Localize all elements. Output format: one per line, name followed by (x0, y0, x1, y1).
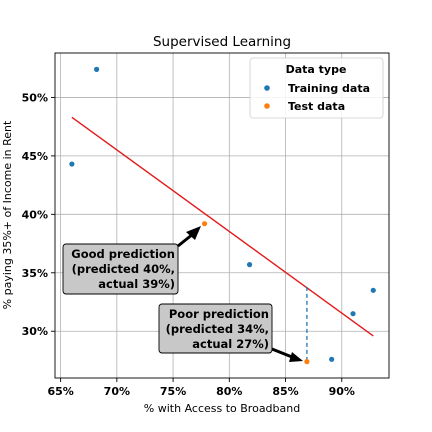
annotation-poor-arrow-shaft (271, 347, 293, 359)
legend-box (249, 57, 384, 119)
training-data-point (329, 356, 335, 362)
training-data-point (94, 66, 100, 72)
legend: Data type Training data Test data (249, 57, 384, 119)
legend-entry-test: Test data (288, 100, 345, 113)
test-data-point (304, 359, 310, 365)
legend-marker-training (264, 85, 270, 91)
annotation-good-box (62, 243, 179, 295)
training-data-point (246, 262, 253, 268)
annotation-poor-arrow-head (289, 352, 303, 362)
x-axis-label: % with Access to Broadband (144, 402, 300, 415)
x-tick-label: 80% (216, 385, 242, 398)
x-tick-label: 75% (160, 385, 186, 398)
training-data-point (69, 161, 75, 167)
x-tick-label: 65% (47, 385, 73, 398)
plot-frame (54, 52, 390, 379)
annotation-good-prediction: Good prediction (predicted 40%, actual 3… (62, 226, 201, 295)
y-tick-label: 30% (22, 325, 48, 338)
annotation-poor-box (158, 303, 273, 354)
annotation-good-line-1: Good prediction (71, 247, 175, 261)
y-tick-label: 40% (22, 208, 48, 221)
chart-title: Supervised Learning (153, 34, 291, 50)
y-axis-ticks: 30% 35% 40% 45% 50% (22, 91, 55, 338)
y-axis-label: % paying 35%+ of Income in Rent (1, 120, 14, 309)
y-tick-label: 45% (22, 150, 48, 163)
regression-line (71, 116, 374, 337)
x-axis-ticks: 65% 70% 75% 80% 85% 90% (47, 378, 355, 398)
legend-marker-test (264, 103, 270, 109)
annotation-poor-line-1: Poor prediction (169, 307, 269, 321)
data-layer (69, 66, 376, 365)
training-data-point (350, 311, 356, 317)
test-data-point (201, 221, 208, 227)
legend-entry-training: Training data (288, 82, 370, 95)
y-tick-label: 35% (22, 267, 48, 280)
annotation-good-line-3: actual 39%) (98, 277, 175, 291)
annotation-good-line-2: (predicted 40%, (72, 262, 175, 276)
x-tick-label: 85% (272, 385, 298, 398)
annotation-poor-prediction: Poor prediction (predicted 34%, actual 2… (158, 303, 303, 362)
training-data-point (370, 287, 376, 293)
y-tick-label: 50% (22, 91, 48, 104)
x-tick-label: 90% (329, 385, 355, 398)
x-tick-label: 70% (104, 385, 130, 398)
annotation-poor-line-2: (predicted 34%, (166, 322, 269, 336)
legend-title: Data type (286, 63, 347, 76)
annotation-poor-line-3: actual 27%) (192, 337, 269, 351)
annotation-good-arrow-head (186, 226, 201, 240)
